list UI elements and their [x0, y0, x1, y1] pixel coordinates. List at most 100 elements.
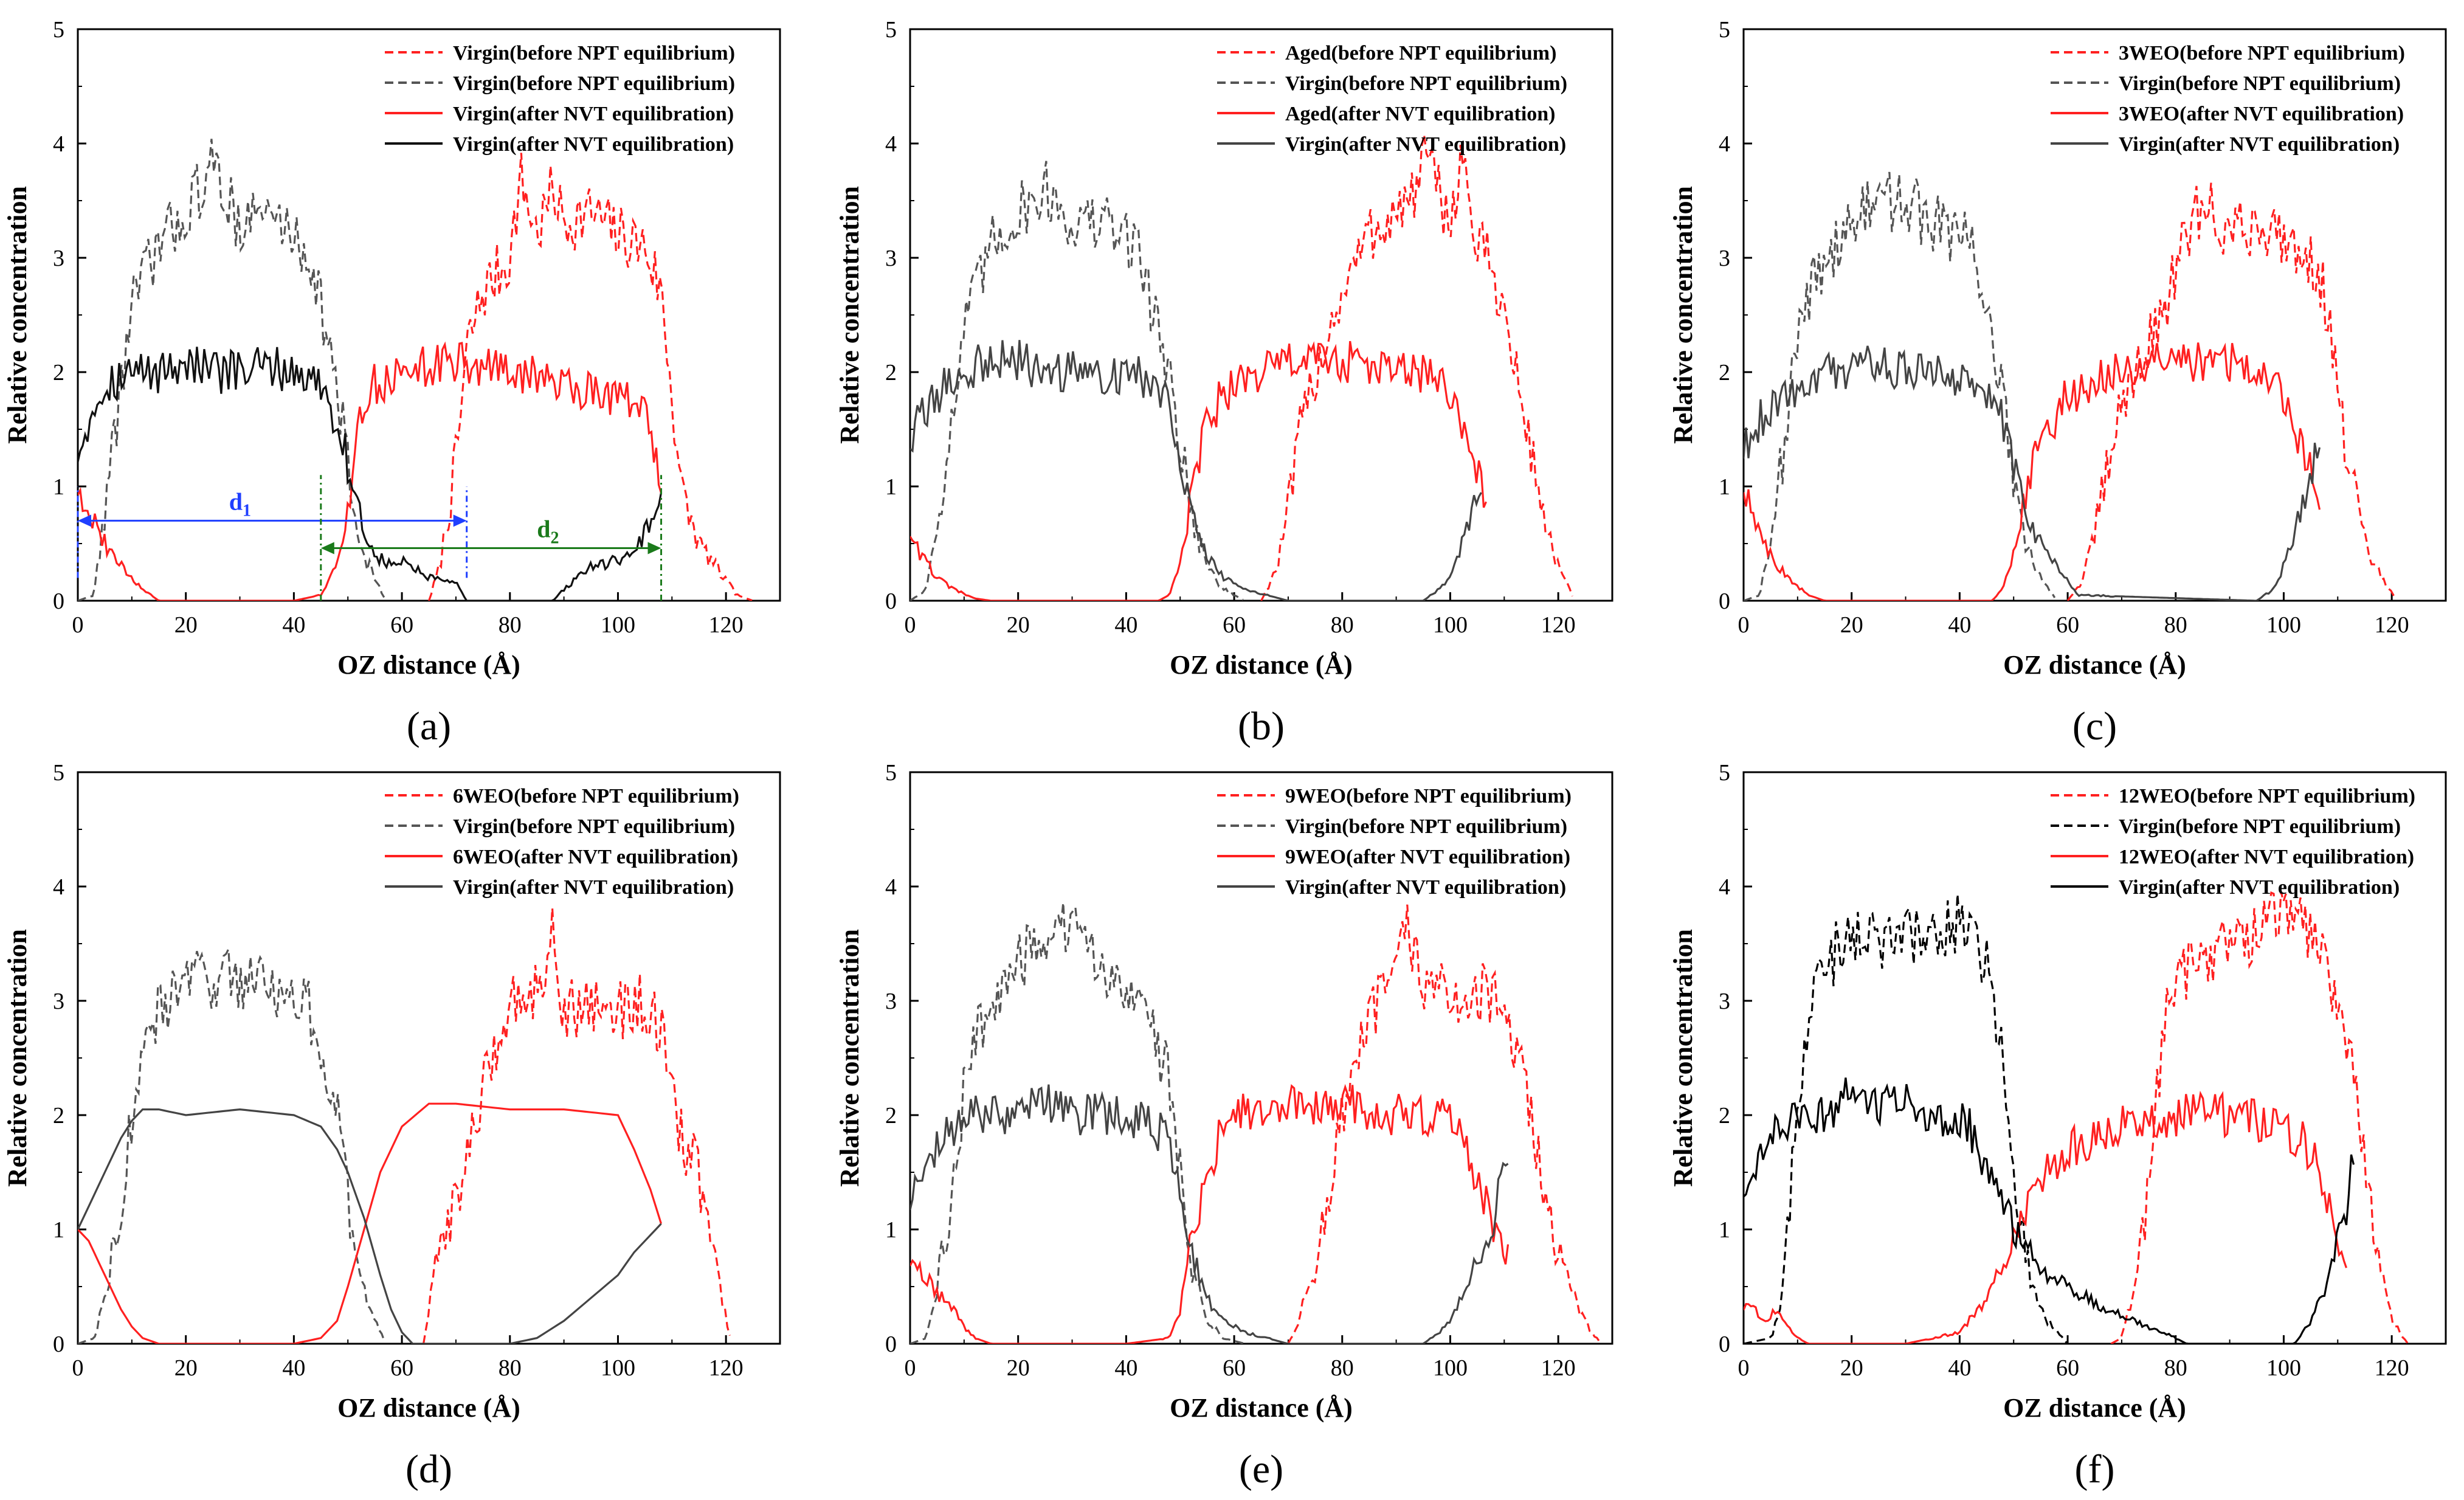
- y-tick-label: 2: [1719, 360, 1730, 385]
- y-tick-label: 4: [53, 874, 64, 900]
- y-tick-label: 1: [1719, 1217, 1730, 1243]
- x-axis-label: OZ distance (Å): [337, 650, 520, 680]
- chart-panel: 0 20 40 60 80 100 120 0 1 2 3 4 5 OZ distance (Å) Rela…: [835, 17, 1613, 748]
- x-tick-label: 20: [174, 1355, 198, 1381]
- x-tick-label: 20: [174, 612, 198, 638]
- x-tick-label: 0: [1738, 612, 1750, 638]
- series-line: [78, 341, 663, 601]
- legend-label: Virgin(before NPT equilibrium): [1285, 72, 1567, 95]
- x-axis-label: OZ distance (Å): [337, 1393, 520, 1423]
- x-axis-label: OZ distance (Å): [1170, 1393, 1353, 1423]
- series-line: [910, 1084, 1510, 1344]
- y-tick-label: 1: [885, 474, 897, 500]
- legend-label: 12WEO(after NVT equilibration): [2119, 846, 2414, 868]
- x-tick-label: 60: [1223, 1355, 1246, 1381]
- series-line: [910, 1084, 1509, 1344]
- y-axis-label: Relative concentration: [1668, 929, 1698, 1187]
- legend-label: 3WEO(after NVT equilibration): [2119, 103, 2404, 125]
- x-tick-label: 100: [1433, 612, 1468, 638]
- series-line: [1744, 342, 2321, 601]
- series-line: [427, 153, 753, 601]
- y-tick-label: 2: [53, 360, 64, 385]
- x-tick-label: 40: [282, 612, 305, 638]
- legend-label: Virgin(after NVT equilibration): [453, 876, 734, 899]
- panel-label: (b): [1238, 704, 1285, 748]
- x-tick-label: 60: [2056, 1355, 2079, 1381]
- x-tick-label: 100: [1433, 1355, 1468, 1381]
- panel-label: (e): [1239, 1447, 1283, 1491]
- legend: 12WEO(before NPT equilibrium) Virgin(befo…: [2051, 785, 2415, 899]
- y-tick-label: 4: [1719, 131, 1730, 157]
- chart-panel: 0 20 40 60 80 100 120 0 1 2 3 4 5 OZ distance (Å) Rela…: [1668, 760, 2447, 1491]
- y-tick-label: 4: [53, 131, 64, 157]
- arrow-head-left: [78, 514, 91, 527]
- x-axis-label: OZ distance (Å): [2003, 1393, 2186, 1423]
- x-tick-label: 120: [1541, 612, 1576, 638]
- annotation-label: d1: [229, 488, 251, 520]
- x-tick-label: 60: [2056, 612, 2079, 638]
- legend-label: Virgin(after NVT equilibration): [1285, 876, 1566, 899]
- panel-label: (f): [2075, 1447, 2115, 1491]
- y-tick-label: 5: [885, 760, 897, 786]
- legend: Aged(before NPT equilibrium) Virgin(befor…: [1217, 42, 1567, 156]
- y-axis-label: Relative concentration: [1668, 186, 1698, 444]
- panel-label: (a): [407, 704, 451, 748]
- x-tick-label: 20: [1840, 1355, 1863, 1381]
- series-line: [1744, 171, 2056, 601]
- y-tick-label: 1: [885, 1217, 897, 1243]
- chart-panel: 0 20 40 60 80 100 120 0 1 2 3 4 5 OZ distance (Å) Rela…: [2, 17, 781, 748]
- legend-label: Virgin(after NVT equilibration): [453, 103, 734, 125]
- x-tick-label: 40: [282, 1355, 305, 1381]
- x-tick-label: 20: [1840, 612, 1863, 638]
- series-line: [1744, 894, 2068, 1344]
- y-tick-label: 3: [885, 989, 897, 1014]
- series-line: [78, 347, 663, 601]
- x-tick-label: 0: [1738, 1355, 1750, 1381]
- y-tick-label: 3: [1719, 246, 1730, 271]
- y-tick-label: 5: [53, 17, 64, 43]
- y-axis-label: Relative concentration: [2, 186, 32, 444]
- y-tick-label: 4: [885, 874, 897, 900]
- series-line: [910, 902, 1244, 1344]
- x-tick-label: 40: [1114, 1355, 1137, 1381]
- series-line: [1744, 345, 2321, 601]
- legend-label: Virgin(before NPT equilibrium): [453, 42, 735, 64]
- legend: 3WEO(before NPT equilibrium) Virgin(befor…: [2051, 42, 2405, 156]
- x-tick-label: 60: [390, 1355, 413, 1381]
- x-tick-label: 100: [2266, 612, 2301, 638]
- legend-label: 3WEO(before NPT equilibrium): [2119, 42, 2405, 64]
- series-line: [2066, 182, 2397, 601]
- series-line: [1744, 1090, 2348, 1344]
- x-tick-label: 100: [601, 612, 635, 638]
- series-group: [78, 908, 731, 1344]
- legend-label: Aged(after NVT equilibration): [1285, 103, 1556, 125]
- arrow-head-right: [453, 514, 467, 527]
- panel-label: (c): [2072, 704, 2117, 748]
- series-group: [910, 902, 1601, 1344]
- x-tick-label: 80: [499, 612, 522, 638]
- series-line: [910, 161, 1244, 601]
- y-tick-label: 0: [885, 589, 897, 614]
- x-tick-label: 120: [2375, 612, 2409, 638]
- y-tick-label: 1: [1719, 474, 1730, 500]
- y-tick-label: 1: [53, 1217, 64, 1243]
- y-tick-label: 0: [1719, 589, 1730, 614]
- x-tick-label: 100: [601, 1355, 635, 1381]
- x-tick-label: 60: [390, 612, 413, 638]
- legend-label: Virgin(after NVT equilibration): [2119, 876, 2400, 899]
- series-group: [1744, 891, 2409, 1344]
- y-tick-label: 3: [1719, 989, 1730, 1014]
- x-tick-label: 100: [2266, 1355, 2301, 1381]
- legend-label: Virgin(after NVT equilibration): [453, 133, 734, 156]
- x-tick-label: 80: [2164, 612, 2187, 638]
- y-axis-label: Relative concentration: [2, 929, 32, 1187]
- legend-label: 9WEO(after NVT equilibration): [1285, 846, 1570, 868]
- series-group: [1744, 171, 2397, 601]
- y-tick-label: 2: [1719, 1103, 1730, 1128]
- legend-label: 12WEO(before NPT equilibrium): [2119, 785, 2415, 807]
- legend-label: Virgin(before NPT equilibrium): [1285, 815, 1567, 838]
- legend-label: Virgin(before NPT equilibrium): [2119, 815, 2401, 838]
- x-tick-label: 40: [1114, 612, 1137, 638]
- series-group: [910, 134, 1573, 601]
- arrow-head-right: [647, 542, 661, 555]
